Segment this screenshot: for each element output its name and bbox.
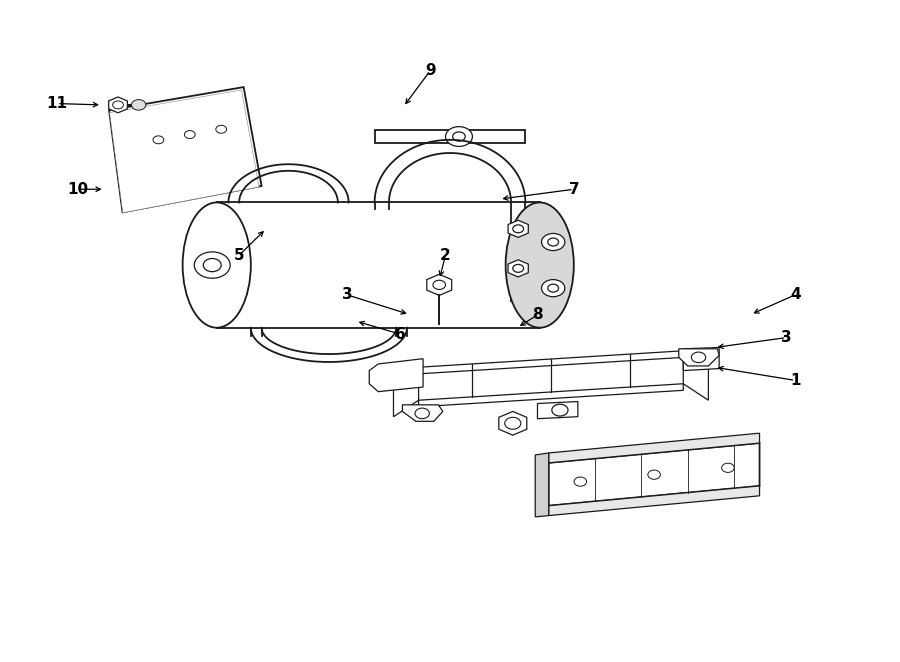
Circle shape: [433, 280, 446, 289]
Text: 4: 4: [790, 287, 801, 303]
Polygon shape: [683, 348, 719, 371]
Polygon shape: [427, 274, 452, 295]
Polygon shape: [508, 220, 528, 238]
Circle shape: [691, 352, 706, 363]
Polygon shape: [537, 402, 578, 418]
Polygon shape: [683, 351, 708, 401]
Ellipse shape: [506, 203, 574, 328]
Text: 7: 7: [569, 182, 579, 197]
Polygon shape: [369, 359, 423, 392]
Circle shape: [131, 99, 146, 110]
Text: 3: 3: [341, 287, 352, 303]
Text: 2: 2: [440, 248, 451, 263]
Ellipse shape: [183, 203, 251, 328]
Text: 1: 1: [790, 373, 801, 388]
Circle shape: [112, 101, 123, 109]
Polygon shape: [549, 433, 760, 463]
Circle shape: [203, 258, 221, 271]
Polygon shape: [109, 87, 262, 213]
Circle shape: [548, 238, 559, 246]
Text: 11: 11: [47, 96, 68, 111]
Polygon shape: [418, 384, 683, 407]
Polygon shape: [549, 486, 760, 516]
Circle shape: [415, 408, 429, 418]
Text: 3: 3: [781, 330, 792, 345]
Polygon shape: [418, 351, 683, 374]
Circle shape: [216, 125, 227, 133]
Text: 9: 9: [425, 63, 436, 78]
Circle shape: [574, 477, 587, 487]
Polygon shape: [679, 349, 719, 366]
Polygon shape: [110, 90, 259, 213]
Circle shape: [446, 126, 472, 146]
Polygon shape: [393, 367, 419, 416]
Circle shape: [184, 130, 195, 138]
Polygon shape: [217, 203, 540, 328]
Text: 10: 10: [68, 182, 88, 197]
Circle shape: [505, 417, 521, 429]
Polygon shape: [508, 260, 528, 277]
Circle shape: [542, 279, 565, 297]
Text: 6: 6: [395, 327, 406, 342]
Polygon shape: [374, 130, 526, 143]
Circle shape: [552, 404, 568, 416]
Text: 5: 5: [234, 248, 245, 263]
Text: 8: 8: [533, 307, 544, 322]
Circle shape: [453, 132, 465, 141]
Circle shape: [513, 264, 524, 272]
Polygon shape: [402, 405, 443, 421]
Circle shape: [153, 136, 164, 144]
Polygon shape: [499, 411, 526, 435]
Circle shape: [513, 225, 524, 233]
Circle shape: [722, 463, 734, 473]
Polygon shape: [549, 443, 760, 506]
Circle shape: [542, 234, 565, 251]
Circle shape: [194, 252, 230, 278]
Circle shape: [548, 284, 559, 292]
Polygon shape: [536, 453, 549, 517]
Circle shape: [648, 470, 661, 479]
Polygon shape: [109, 97, 128, 113]
